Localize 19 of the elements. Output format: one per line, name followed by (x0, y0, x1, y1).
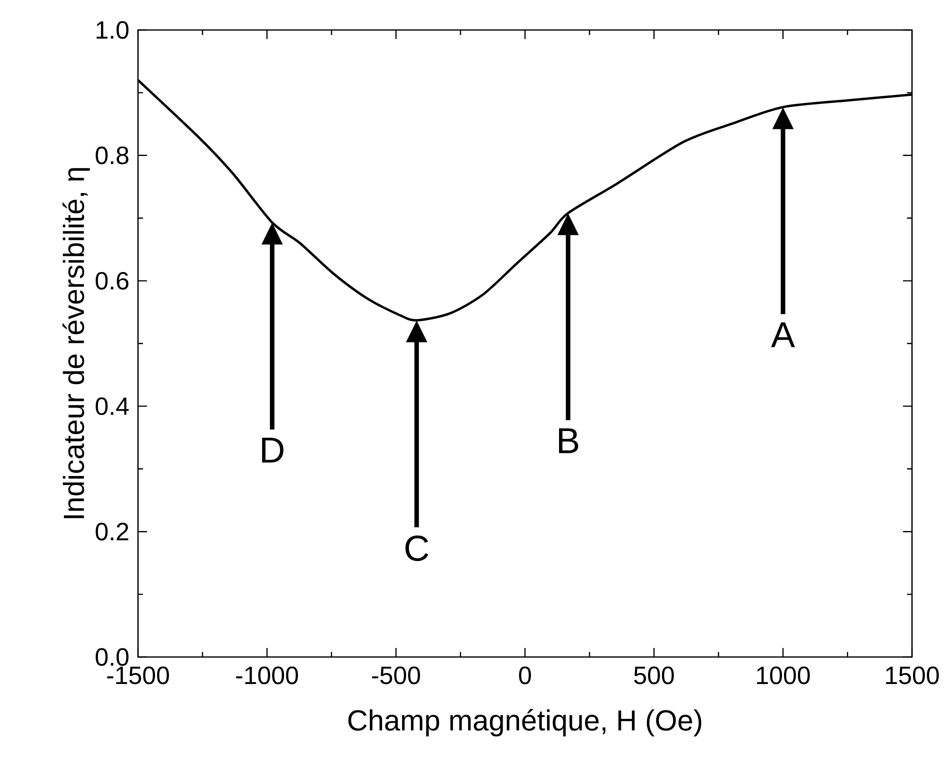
y-tick-label: 1.0 (96, 21, 128, 39)
y-tick-label: 0.2 (96, 522, 128, 540)
y-tick-label: 0.8 (96, 146, 128, 164)
x-axis-title: Champ magnétique, H (Oe) (348, 709, 702, 736)
y-axis-title: Indicateur de réversibilité, η (62, 168, 90, 518)
annotation: A (771, 322, 795, 348)
y-tick-label: 0.0 (96, 648, 128, 666)
x-tick-label: 1000 (757, 666, 810, 684)
x-tick-label: 500 (634, 666, 674, 684)
x-tick-label: 0 (519, 666, 531, 684)
x-tick-label: 1500 (886, 666, 939, 684)
annotation: B (559, 428, 578, 454)
annotation: C (405, 536, 428, 562)
y-tick-label: 0.4 (96, 397, 129, 416)
annotation: D (262, 438, 284, 463)
x-tick-label: -1500 (107, 666, 169, 684)
y-tick-label: 0.6 (96, 272, 128, 290)
x-tick-label: -500 (372, 666, 420, 684)
x-tick-label: -1000 (236, 666, 298, 684)
